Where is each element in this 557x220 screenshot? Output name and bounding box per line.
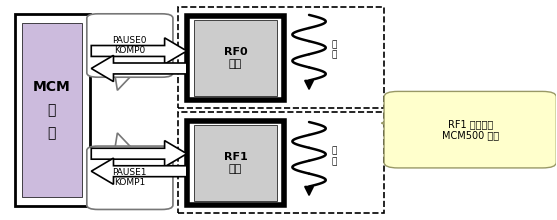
Bar	[194, 20, 277, 96]
Polygon shape	[91, 141, 187, 167]
FancyBboxPatch shape	[384, 92, 556, 168]
FancyBboxPatch shape	[87, 14, 173, 77]
Bar	[187, 16, 284, 100]
Text: PAUSE0
KOMP0: PAUSE0 KOMP0	[113, 36, 147, 55]
Text: RF1
模块: RF1 模块	[223, 152, 247, 174]
Polygon shape	[91, 38, 187, 64]
Polygon shape	[91, 158, 187, 184]
Text: 天
线: 天 线	[331, 147, 336, 166]
FancyBboxPatch shape	[87, 146, 173, 209]
Polygon shape	[115, 73, 134, 90]
Polygon shape	[115, 133, 134, 150]
Text: RF1 模块（仅
MCM500 有）: RF1 模块（仅 MCM500 有）	[442, 119, 499, 141]
Polygon shape	[382, 117, 398, 130]
Text: MCM
模
块: MCM 模 块	[33, 80, 71, 140]
Bar	[14, 14, 90, 206]
Text: RF0
模块: RF0 模块	[223, 47, 247, 69]
Bar	[178, 112, 384, 213]
Text: 天
线: 天 线	[331, 40, 336, 60]
Text: PAUSE1
KOMP1: PAUSE1 KOMP1	[113, 168, 147, 187]
Bar	[178, 7, 384, 108]
Bar	[187, 121, 284, 205]
Bar	[194, 125, 277, 201]
Bar	[22, 23, 82, 197]
Polygon shape	[91, 55, 187, 82]
